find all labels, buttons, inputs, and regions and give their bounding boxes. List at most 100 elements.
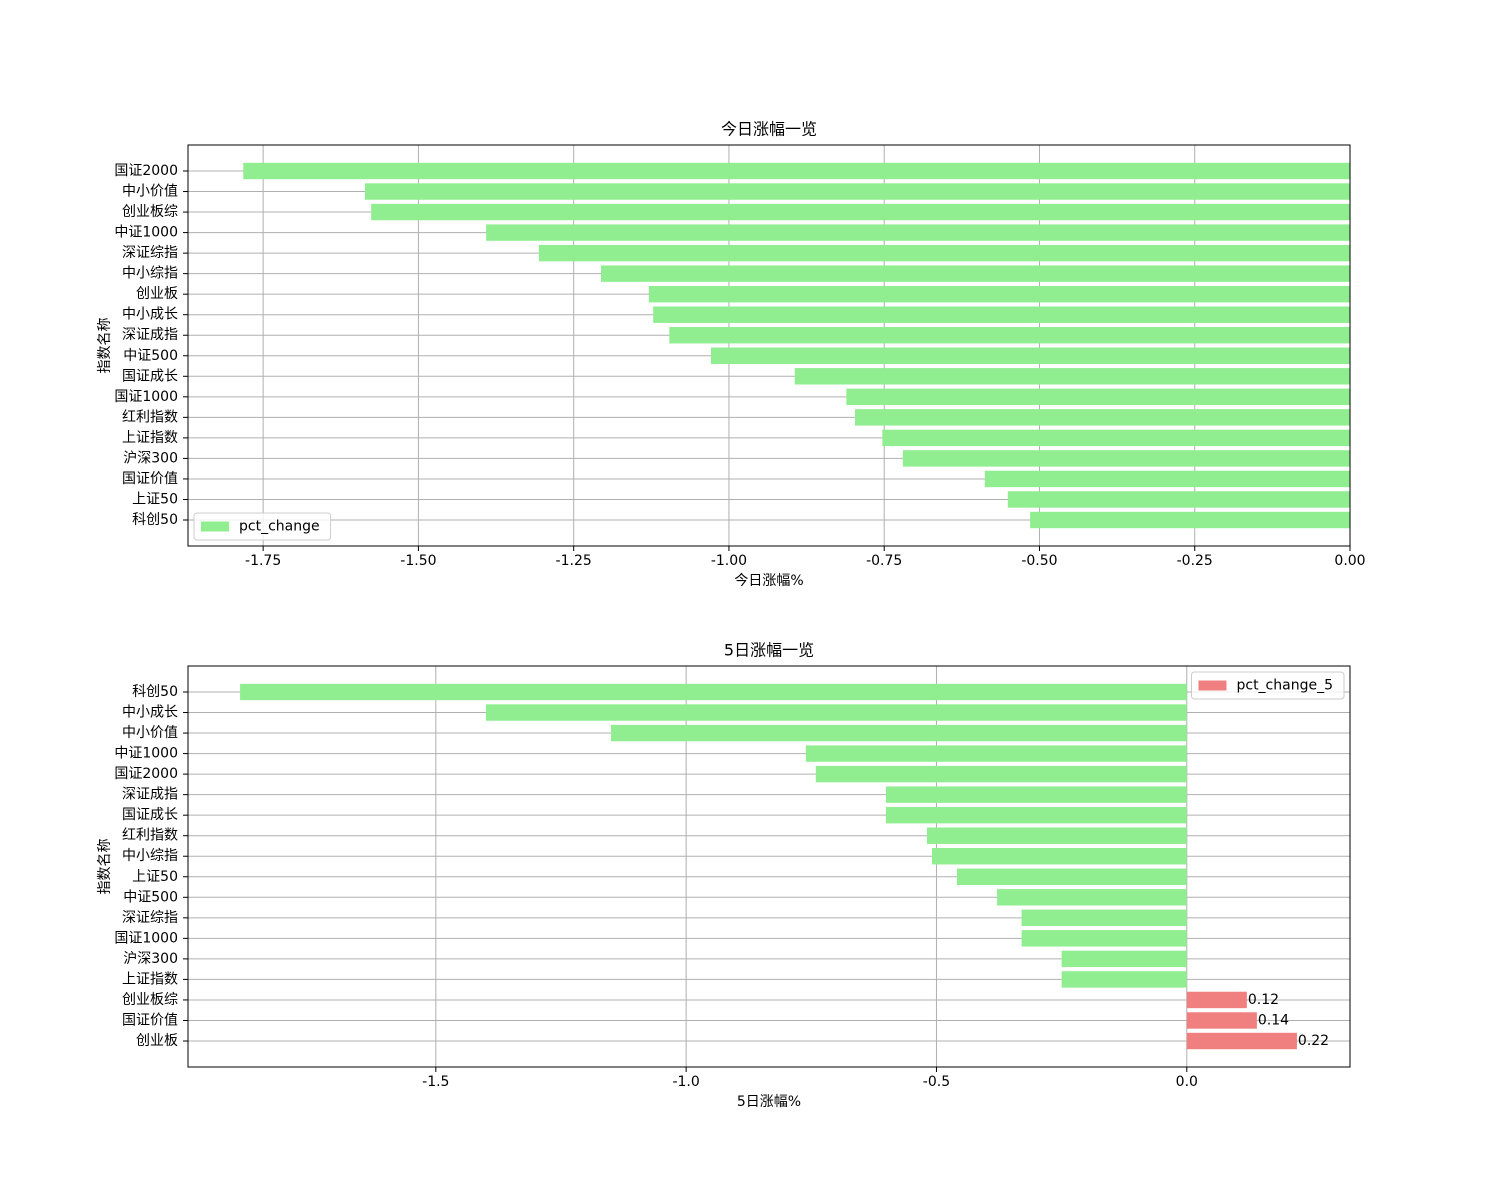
legend-box [1190,671,1345,700]
x-tick-label: -1.5 [422,1074,449,1090]
x-tick-label: -1.00 [711,553,747,569]
bar [653,306,1350,323]
y-tick-label: 国证1000 [114,389,178,405]
y-tick-label: 中小成长 [122,705,178,721]
y-tick-label: 上证50 [132,869,178,885]
value-label: 0.22 [1298,1033,1329,1049]
chart: 5日涨幅一览 5日涨幅% 指数名称 -1.5 -1.0 -0.5 0.0 科创50 中小成长中小… [97,641,1351,1110]
value-label: 0.12 [1248,992,1279,1008]
bar [1186,991,1247,1009]
y-tick-label: 上证指数 [122,971,178,987]
y-tick-label: 上证50 [132,491,178,507]
legend-swatch [201,521,229,532]
y-tick-label: 中小价值 [122,184,178,200]
y-tick-label: 中小价值 [122,725,178,741]
bar [1021,909,1187,927]
bar [997,889,1187,906]
y-tick-label: 国证2000 [114,163,178,179]
y-tick-label: 科创50 [132,512,178,528]
bar [1007,491,1350,508]
y-tick-label: 创业板综 [122,204,178,220]
x-tick-label: -0.75 [866,553,902,569]
bar [1021,930,1187,947]
x-tick-label: 0.00 [1334,553,1365,569]
x-tick-label: -0.25 [1177,553,1213,569]
bar [648,285,1350,303]
chart-title: 5日涨幅一览 [724,641,814,660]
y-tick-label: 上证指数 [122,430,178,446]
bar [846,388,1350,406]
y-tick-label: 深证成指 [122,787,178,803]
bar [538,244,1350,262]
bar [794,368,1350,385]
x-tick-label: -1.0 [672,1074,699,1090]
axes-frame [187,665,1351,1068]
y-tick-label: 深证综指 [122,245,178,261]
legend-label: pct_change_5 [1236,678,1333,694]
y-tick-label: 国证成长 [122,807,178,823]
value-label: 0.14 [1258,1012,1289,1028]
y-tick-label: 红利指数 [122,828,178,844]
x-axis-label: 今日涨幅% [734,573,803,589]
bar [926,827,1187,844]
bar [805,745,1187,762]
legend: pct_change_5 [1190,671,1345,700]
bar [1061,971,1187,988]
legend-swatch [1198,680,1227,691]
bar [931,848,1187,865]
bar [611,724,1187,742]
bar [1061,950,1187,968]
y-tick-label: 中证500 [123,889,178,905]
x-tick-label: -1.25 [556,553,592,569]
bar [1186,1032,1297,1050]
bar [902,450,1350,467]
bar [669,327,1350,344]
bar [486,224,1350,241]
bar [601,265,1350,282]
axes-frame [187,144,1351,547]
x-tick-label: 0.0 [1176,1074,1198,1090]
legend-label: pct_change [239,519,320,535]
bar [243,162,1351,180]
x-tick-label: -1.50 [400,553,436,569]
bar [956,868,1187,885]
y-tick-label: 创业板 [136,286,178,302]
y-tick-label: 创业板综 [122,992,178,1008]
y-tick-label: 创业板 [136,1033,178,1049]
y-tick-label: 深证成指 [122,327,178,343]
y-tick-label: 国证价值 [122,471,178,487]
bar [485,704,1187,721]
y-tick-label: 国证1000 [114,930,178,946]
bar [815,765,1187,783]
y-tick-label: 红利指数 [122,409,178,425]
bar [710,347,1350,364]
chart-title: 今日涨幅一览 [721,120,817,139]
x-tick-label: -0.5 [923,1074,950,1090]
bar [1186,1012,1257,1029]
x-tick-label: -1.75 [245,553,281,569]
bar [855,409,1350,426]
y-tick-label: 中证1000 [114,225,178,241]
y-tick-label: 中证500 [123,348,178,364]
y-tick-label: 中小综指 [122,266,178,282]
bar [1030,511,1350,529]
y-tick-label: 中证1000 [114,746,178,762]
y-tick-label: 国证成长 [122,368,178,384]
bar [885,786,1187,803]
x-axis-label: 5日涨幅% [737,1094,801,1110]
y-tick-label: 国证2000 [114,766,178,782]
bar [240,683,1187,701]
y-tick-label: 沪深300 [123,951,178,967]
legend: pct_change [193,512,332,541]
y-tick-label: 沪深300 [123,450,178,466]
y-axis-label: 指数名称 [97,318,113,374]
y-tick-label: 科创50 [132,684,178,700]
y-axis-label: 指数名称 [97,839,113,895]
bar [984,470,1350,488]
y-tick-label: 中小综指 [122,848,178,864]
bar [365,183,1351,200]
y-tick-label: 国证价值 [122,1012,178,1028]
y-tick-label: 中小成长 [122,307,178,323]
